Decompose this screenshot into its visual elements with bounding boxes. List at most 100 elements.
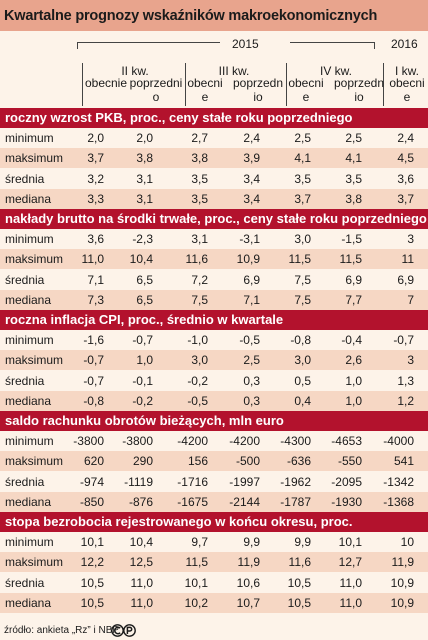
row-label: mediana (5, 393, 52, 408)
table-cell: -2095 (331, 474, 362, 489)
table-cell: 10,9 (390, 575, 414, 590)
row-label: mediana (5, 595, 52, 610)
table-cell: 10,2 (184, 595, 208, 610)
table-cell: 3,7 (397, 191, 414, 206)
table-cell: 1,0 (345, 373, 362, 388)
table-cell: 7,1 (243, 292, 260, 307)
table-cell: 290 (132, 454, 153, 469)
table-cell: 3,5 (294, 171, 311, 186)
table-cell: -2,3 (132, 232, 153, 246)
table-cell: -0,4 (341, 333, 362, 347)
table-cell: 2,5 (243, 353, 260, 368)
column-header: obecnie (187, 76, 223, 104)
table-cell: 6,9 (243, 272, 260, 287)
table-row: średnia 7,1 6,5 7,2 6,9 7,5 6,9 6,9 (0, 270, 428, 290)
row-label: maksimum (5, 353, 64, 368)
table-cell: -850 (79, 494, 104, 509)
table-cell: 3,2 (87, 171, 104, 186)
table-cell: 6,9 (345, 272, 362, 287)
table-cell: 7,7 (345, 292, 362, 307)
row-label: maksimum (5, 151, 64, 166)
table-cell: 3,5 (345, 171, 362, 186)
table-cell: -1,0 (187, 333, 208, 347)
table-cell: -4200 (177, 434, 208, 448)
title-bar: Kwartalne prognozy wskaźników makroekono… (0, 0, 428, 31)
table-cell: 3 (407, 232, 414, 246)
table-cell: -0,2 (132, 393, 153, 408)
table-cell: 11,0 (339, 575, 362, 590)
table-cell: -1342 (383, 474, 414, 489)
quarter-label-q1: I kw. (394, 64, 419, 78)
table-cell: 0,4 (294, 393, 311, 408)
table-cell: 11,0 (81, 252, 104, 267)
table-cell: 3,7 (294, 191, 311, 206)
row-label: maksimum (5, 454, 64, 469)
table-cell: -876 (128, 494, 153, 509)
table-cell: 3,3 (87, 191, 104, 206)
table-row: maksimum 3,7 3,8 3,8 3,9 4,1 4,1 4,5 (0, 148, 428, 169)
row-label: minimum (5, 434, 54, 448)
table-cell: 10,1 (338, 535, 362, 549)
table-cell: 7,5 (294, 292, 311, 307)
table-row: maksimum 620 290 156 -500 -636 -550 541 (0, 451, 428, 472)
page-title: Kwartalne prognozy wskaźników makroekono… (4, 8, 378, 24)
table-cell: 10,1 (184, 575, 208, 590)
table-cell: 9,7 (191, 535, 208, 549)
table-cell: 3,0 (191, 353, 208, 368)
table-row: średnia -0,7 -0,1 -0,2 0,3 0,5 1,0 1,3 (0, 371, 428, 391)
table-cell: 1,3 (397, 373, 414, 388)
table-cell: 3,6 (87, 232, 104, 246)
table-cell: 3,0 (294, 232, 311, 246)
table-cell: 11,5 (339, 252, 362, 267)
table-cell: 10,6 (236, 575, 260, 590)
table-cell: -1675 (177, 494, 208, 509)
table-cell: 4,1 (294, 151, 311, 166)
table-cell: 10,1 (80, 535, 104, 549)
cp-logo-icon (111, 624, 136, 637)
column-header: poprzednio (333, 76, 385, 104)
year-2015-label: 2015 (232, 37, 259, 51)
row-label: mediana (5, 292, 52, 307)
column-header: poprzednio (129, 76, 183, 104)
table-cell: -500 (235, 454, 260, 469)
table-cell: 3,8 (345, 191, 362, 206)
table-cell: 7,5 (294, 272, 311, 287)
row-label: minimum (5, 535, 54, 549)
table-cell: 3,8 (136, 151, 153, 166)
table-cell: -0,5 (187, 393, 208, 408)
table-row: maksimum 11,0 10,4 11,6 10,9 11,5 11,5 11 (0, 249, 428, 270)
column-separator (286, 63, 287, 106)
table-cell: -3800 (73, 434, 104, 448)
table-row: średnia 10,5 11,0 10,1 10,6 10,5 11,0 10,9 (0, 573, 428, 593)
table-cell: 2,4 (243, 131, 260, 145)
column-header: obecnie (389, 76, 425, 104)
table-cell: 3,4 (243, 171, 260, 186)
row-label: minimum (5, 333, 54, 347)
table-cell: -1,5 (341, 232, 362, 246)
table-row: mediana 3,3 3,1 3,5 3,4 3,7 3,8 3,7 (0, 188, 428, 209)
table-cell: 3,1 (191, 232, 208, 246)
table-cell: 11,6 (185, 252, 208, 267)
table-cell: 3,5 (191, 191, 208, 206)
table-cell: 3,4 (243, 191, 260, 206)
table-cell: 12,2 (80, 555, 104, 570)
table-row: mediana 7,3 6,5 7,5 7,1 7,5 7,7 7 (0, 289, 428, 310)
table-cell: -1962 (280, 474, 311, 489)
table-cell: 10,9 (236, 252, 260, 267)
row-label: średnia (5, 171, 45, 186)
column-separator (185, 63, 186, 106)
table-row: średnia 3,2 3,1 3,5 3,4 3,5 3,5 3,6 (0, 169, 428, 189)
table-row: minimum -3800 -3800 -4200 -4200 -4300 -4653 -40… (0, 431, 428, 451)
column-header: poprzednio (232, 76, 284, 104)
table-row: mediana 10,5 11,0 10,2 10,7 10,5 11,0 10,9 (0, 592, 428, 613)
table-cell: 11,9 (237, 555, 260, 570)
table-cell: 3,6 (397, 171, 414, 186)
table-cell: -1787 (280, 494, 311, 509)
table-cell: -1,6 (83, 333, 104, 347)
table-cell: 3,7 (87, 151, 104, 166)
table-header: 2015 2016 II kw. III kw. IV kw. I kw. ob… (0, 31, 428, 108)
table-cell: 3 (407, 353, 414, 368)
table-cell: 7,5 (191, 292, 208, 307)
section-heading: nakłady brutto na środki trwałe, proc., … (0, 209, 428, 229)
table-cell: 6,9 (397, 272, 414, 287)
